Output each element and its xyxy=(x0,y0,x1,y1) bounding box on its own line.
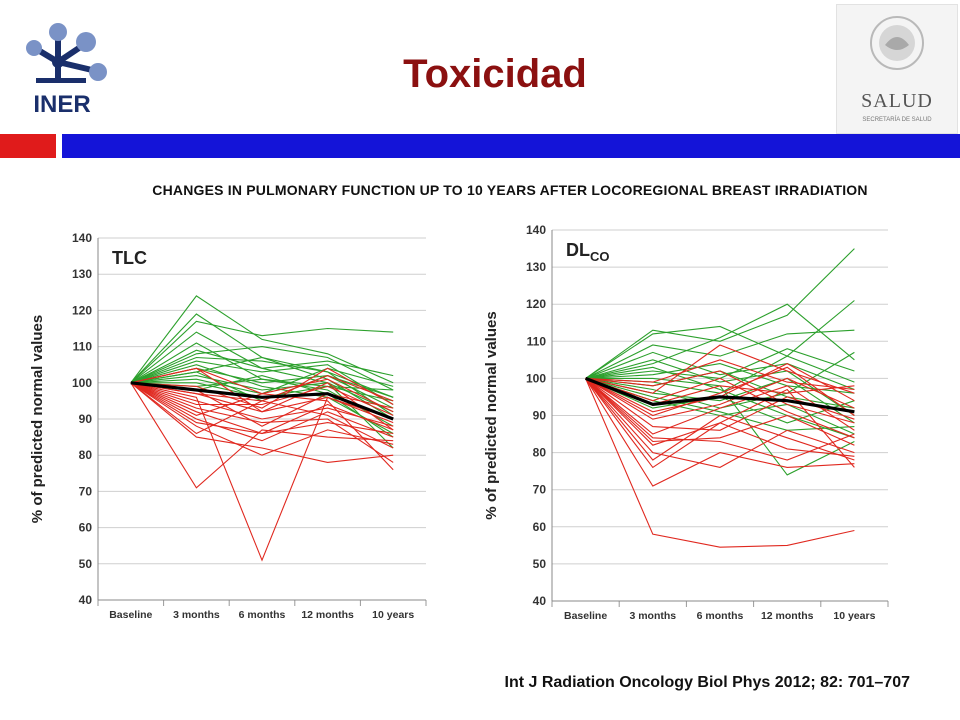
series-line-increase xyxy=(130,320,394,384)
salud-logo-text: SALUD xyxy=(861,90,933,112)
x-tick-label: Baseline xyxy=(109,609,152,621)
y-tick-label: 130 xyxy=(72,267,92,281)
chart-title: TLC xyxy=(112,248,147,268)
y-tick-label: 120 xyxy=(526,297,546,311)
salud-logo: SALUD SECRETARÍA DE SALUD xyxy=(836,4,958,134)
y-tick-label: 100 xyxy=(72,376,92,390)
series-line-mean xyxy=(585,376,855,414)
x-tick-label: Baseline xyxy=(564,610,607,622)
series-line-decrease xyxy=(130,382,394,456)
header-bar-blue xyxy=(62,134,960,158)
series-line-decrease xyxy=(585,359,855,391)
x-tick-label: 3 months xyxy=(173,609,220,621)
page-title: Toxicidad xyxy=(403,52,587,96)
salud-logo-subtext: SECRETARÍA DE SALUD xyxy=(862,116,932,123)
y-tick-label: 70 xyxy=(79,484,93,498)
dlco-chart: 40 50 60 70 80 90 100 110 120 130 140 Baseline 3 mon… xyxy=(483,223,889,622)
x-tick-label: 6 months xyxy=(239,609,286,621)
y-tick-label: 140 xyxy=(526,223,546,237)
x-tick-label: 10 years xyxy=(372,609,414,621)
y-tick-label: 120 xyxy=(72,303,92,317)
iner-logo: INER xyxy=(10,14,120,124)
y-axis-label: % of predicted normal values xyxy=(29,315,46,523)
series-line-decrease xyxy=(585,377,855,446)
series-line-increase xyxy=(585,377,855,431)
series-line-decrease xyxy=(130,367,394,431)
series-line-decrease xyxy=(130,382,394,463)
series-line-decrease xyxy=(130,382,394,471)
x-tick-label: 12 months xyxy=(301,609,354,621)
x-tick-label: 10 years xyxy=(833,610,875,622)
series-line-decrease xyxy=(585,377,855,435)
y-tick-label: 90 xyxy=(533,409,547,423)
y-tick-label: 140 xyxy=(72,231,92,245)
citation: Int J Radiation Oncology Biol Phys 2012;… xyxy=(504,674,910,691)
header-bar-red xyxy=(0,134,56,158)
y-tick-label: 80 xyxy=(79,448,93,462)
series-line-decrease xyxy=(585,378,855,468)
y-tick-label: 70 xyxy=(533,483,547,497)
series-line-increase xyxy=(585,329,855,379)
y-axis-label: % of predicted normal values xyxy=(483,311,500,519)
y-tick-label: 60 xyxy=(79,521,93,535)
y-tick-label: 80 xyxy=(533,446,547,460)
tlc-chart: 40 50 60 70 80 90 100 110 120 130 140 Baseline 3 mon… xyxy=(29,231,427,621)
y-tick-label: 50 xyxy=(533,557,547,571)
series-line-decrease xyxy=(130,382,394,427)
series-line-decrease xyxy=(585,378,855,548)
x-tick-label: 3 months xyxy=(629,610,676,622)
chart-title: DLCO xyxy=(566,240,610,264)
series-line-increase xyxy=(130,360,394,405)
series-line-decrease xyxy=(585,378,855,461)
series-line-decrease xyxy=(130,382,394,562)
series-line-increase xyxy=(585,300,855,379)
y-tick-label: 110 xyxy=(527,334,547,348)
series-line-decrease xyxy=(585,377,855,420)
series-line-increase xyxy=(585,359,855,416)
series-line-increase xyxy=(130,295,394,384)
series-line-decrease xyxy=(130,382,394,463)
y-tick-label: 110 xyxy=(73,340,93,354)
x-tick-label: 12 months xyxy=(761,610,814,622)
slide-subtitle: CHANGES IN PULMONARY FUNCTION UP TO 10 Y… xyxy=(152,182,868,198)
series-line-increase xyxy=(585,303,855,379)
series-line-decrease xyxy=(585,377,855,439)
y-tick-label: 50 xyxy=(79,557,93,571)
series-line-increase xyxy=(585,248,855,379)
series-line-increase xyxy=(585,366,855,439)
series-line-decrease xyxy=(585,377,855,461)
series-line-decrease xyxy=(585,344,855,394)
series-line-decrease xyxy=(585,378,855,468)
series-line-decrease xyxy=(130,382,394,416)
series-line-decrease xyxy=(130,382,394,435)
series-line-decrease xyxy=(130,367,394,409)
series-line-decrease xyxy=(585,370,855,424)
y-tick-label: 130 xyxy=(526,260,546,274)
series-line-decrease xyxy=(585,366,855,417)
series-line-mean xyxy=(130,381,394,421)
series-line-increase xyxy=(130,364,394,434)
y-tick-label: 40 xyxy=(79,593,93,607)
series-line-decrease xyxy=(130,375,394,402)
y-tick-label: 90 xyxy=(79,412,93,426)
y-tick-label: 100 xyxy=(526,371,546,385)
iner-logo-text: INER xyxy=(33,91,90,118)
y-tick-label: 40 xyxy=(533,594,547,608)
y-tick-label: 60 xyxy=(533,520,547,534)
series-line-decrease xyxy=(130,382,394,442)
series-line-increase xyxy=(585,351,855,391)
series-line-increase xyxy=(130,346,394,391)
series-line-decrease xyxy=(130,382,394,489)
series-line-decrease xyxy=(585,378,855,487)
x-tick-label: 6 months xyxy=(697,610,744,622)
